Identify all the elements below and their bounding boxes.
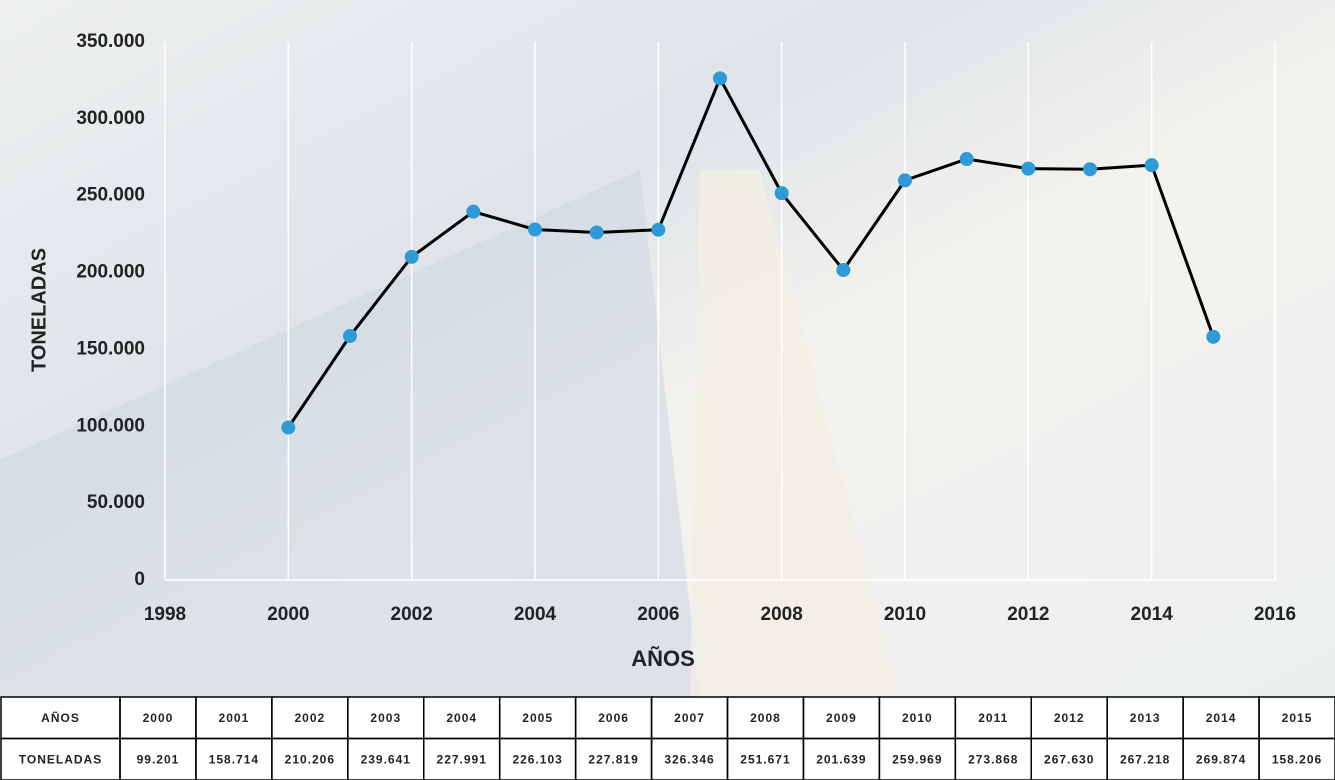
x-tick-label: 2002: [391, 604, 433, 625]
x-tick-label: 2014: [1131, 604, 1174, 625]
y-tick-label: 200.000: [76, 262, 145, 283]
y-tick-label: 100.000: [76, 415, 145, 436]
table-year: 2012: [1054, 711, 1085, 725]
table-value: 267.630: [1044, 752, 1094, 766]
data-point: [1206, 329, 1221, 344]
table-value: 99.201: [137, 752, 180, 766]
table-value: 326.346: [664, 752, 714, 766]
data-point: [1083, 162, 1097, 177]
table-value: 273.868: [968, 752, 1018, 766]
table-value: 227.819: [588, 752, 638, 766]
y-tick-label: 300.000: [76, 108, 145, 129]
data-point: [589, 225, 604, 240]
table-value: 267.218: [1120, 752, 1170, 766]
data-point: [774, 186, 789, 201]
background-deck: [690, 170, 900, 697]
x-tick-label: 2000: [267, 604, 309, 625]
y-axis-label: TONELADAS: [28, 248, 50, 372]
data-point: [959, 152, 974, 167]
table-year: 2004: [446, 711, 477, 725]
table-year: 2013: [1130, 711, 1161, 725]
data-point: [466, 204, 481, 219]
y-tick-label: 150.000: [76, 338, 145, 359]
y-tick-label: 250.000: [76, 185, 145, 206]
y-tick-label: 0: [134, 569, 145, 590]
data-point: [281, 420, 296, 435]
data-point: [404, 249, 419, 264]
data-point: [528, 222, 542, 237]
data-point: [1021, 161, 1036, 176]
table-year: 2010: [902, 711, 933, 725]
table-value: 201.639: [816, 752, 866, 766]
table-year: 2000: [143, 711, 174, 725]
x-tick-label: 1998: [144, 604, 186, 625]
table-year: 2003: [370, 711, 401, 725]
table-year: 2002: [294, 711, 325, 725]
table-value: 227.991: [437, 752, 487, 766]
x-tick-label: 2016: [1254, 604, 1296, 625]
table-value: 210.206: [285, 752, 335, 766]
table-year: 2009: [826, 711, 857, 725]
data-point: [836, 263, 851, 278]
y-tick-label: 50.000: [87, 492, 145, 513]
x-tick-label: 2012: [1007, 604, 1049, 625]
x-tick-label: 2010: [884, 604, 926, 625]
x-tick-label: 2004: [514, 604, 557, 625]
table-year: 2006: [598, 711, 629, 725]
table-value: 251.671: [740, 752, 790, 766]
table-value: 226.103: [512, 752, 562, 766]
table-year: 2007: [674, 711, 705, 725]
table-row-header: TONELADAS: [19, 752, 102, 766]
background-water: [0, 170, 700, 697]
table-year: 2008: [750, 711, 781, 725]
table-value: 158.714: [209, 752, 259, 766]
table-cell: [1258, 737, 1335, 780]
table-year: 2005: [522, 711, 553, 725]
table-year: 2011: [978, 711, 1008, 725]
x-axis-label: AÑOS: [631, 646, 695, 671]
data-point: [651, 222, 666, 237]
table-year: 2001: [219, 711, 250, 725]
data-line: [287, 74, 1215, 429]
x-tick-label: 2008: [761, 604, 803, 625]
table-row-header: AÑOS: [41, 710, 80, 725]
table-value: 269.874: [1196, 752, 1246, 766]
table-year: 2015: [1282, 711, 1313, 725]
x-tick-label: 2006: [637, 604, 679, 625]
table-value: 239.641: [361, 752, 411, 766]
table-value: 259.969: [892, 752, 942, 766]
table-value: 158.206: [1272, 752, 1322, 766]
data-point: [898, 173, 912, 188]
data-point: [1144, 158, 1159, 173]
data-point: [343, 329, 357, 344]
table-year: 2014: [1206, 711, 1237, 725]
data-point: [713, 71, 727, 86]
y-tick-label: 350.000: [76, 31, 145, 52]
